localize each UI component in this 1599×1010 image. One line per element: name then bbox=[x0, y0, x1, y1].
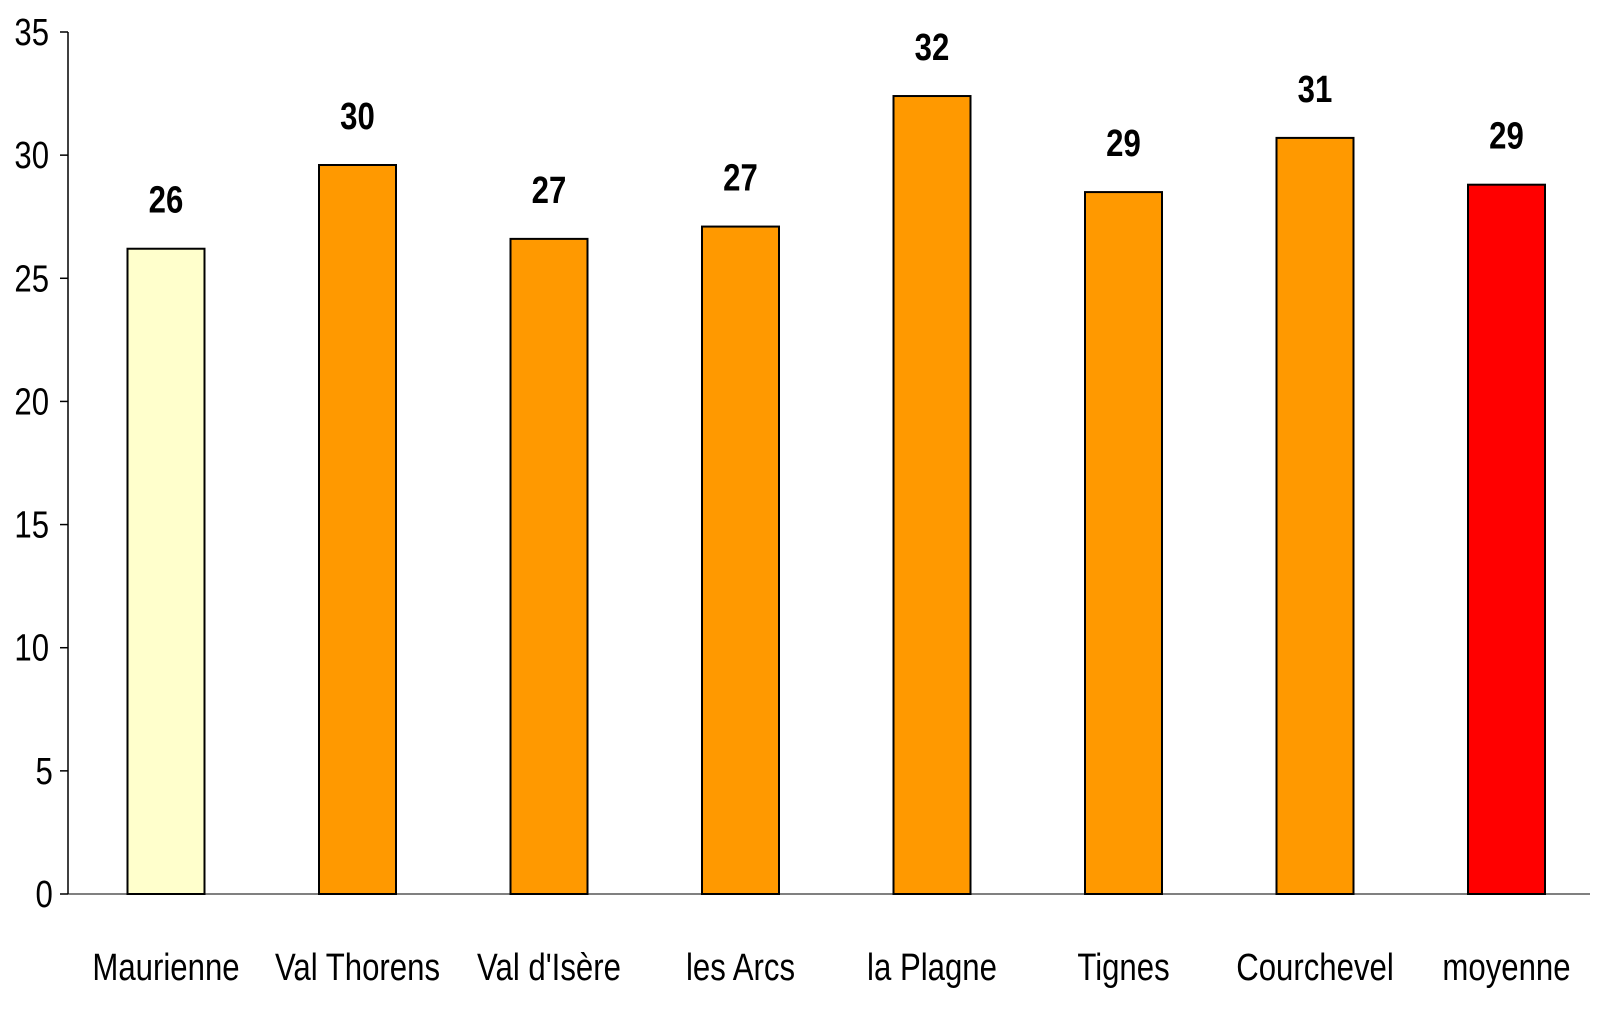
data-label: 31 bbox=[1298, 69, 1333, 111]
data-label: 27 bbox=[532, 170, 567, 212]
y-tick-label: 10 bbox=[14, 628, 49, 670]
data-label: 32 bbox=[915, 27, 950, 69]
category-label: Tignes bbox=[1077, 947, 1169, 989]
bar-moyenne bbox=[1467, 183, 1546, 895]
data-label: 30 bbox=[340, 96, 375, 138]
bar-maurienne bbox=[126, 247, 206, 895]
data-label: 29 bbox=[1106, 123, 1141, 165]
y-tick-label: 15 bbox=[14, 505, 49, 547]
axes: 0 5 10 15 20 25 30 35 bbox=[14, 12, 1590, 916]
category-label: les Arcs bbox=[686, 947, 795, 989]
bar-tignes bbox=[1084, 191, 1163, 896]
data-label: 27 bbox=[723, 158, 758, 200]
bar-val-d-is-re bbox=[509, 237, 589, 895]
bars bbox=[126, 95, 1546, 896]
y-tick-label: 25 bbox=[14, 258, 49, 300]
category-label: Val Thorens bbox=[275, 947, 440, 989]
y-tick-label: 20 bbox=[14, 382, 49, 424]
category-label: Maurienne bbox=[92, 947, 239, 989]
y-tick-label: 0 bbox=[36, 874, 53, 916]
y-tick-label: 5 bbox=[36, 751, 53, 793]
bar-la-plagne bbox=[892, 95, 972, 895]
bar-les-arcs bbox=[701, 225, 780, 895]
y-tick-label: 30 bbox=[14, 135, 49, 177]
category-label: moyenne bbox=[1442, 947, 1570, 989]
bar-val-thorens bbox=[318, 163, 397, 896]
labels: 26 Maurienne 30 Val Thorens 27 Val d'Isère 27 l… bbox=[92, 27, 1570, 989]
data-label: 29 bbox=[1489, 116, 1524, 158]
bar-courchevel bbox=[1275, 136, 1355, 896]
data-label: 26 bbox=[149, 180, 184, 222]
category-label: Val d'Isère bbox=[477, 947, 621, 989]
y-tick-label: 35 bbox=[14, 12, 49, 54]
category-label: Courchevel bbox=[1236, 947, 1394, 989]
category-label: la Plagne bbox=[867, 947, 997, 989]
